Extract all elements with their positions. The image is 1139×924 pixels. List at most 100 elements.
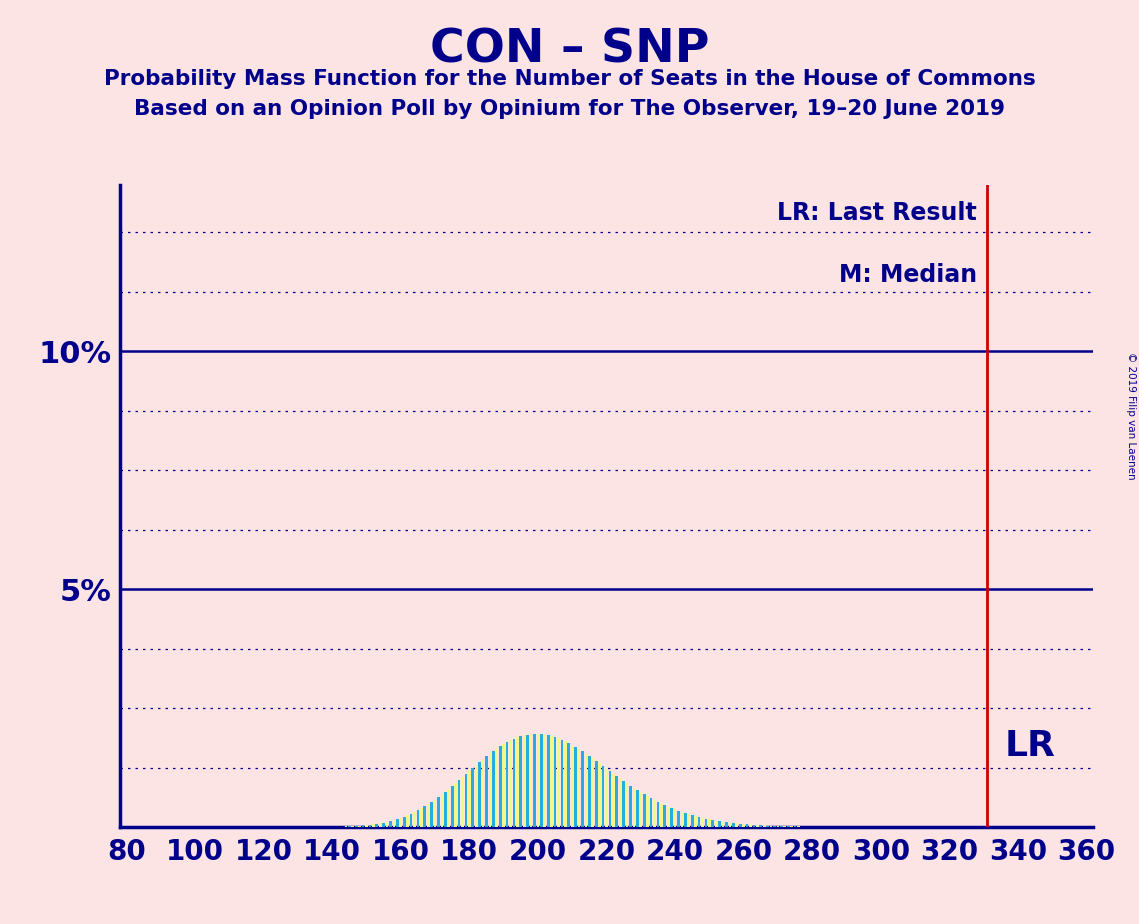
Bar [629,785,632,827]
Bar [739,824,741,827]
Bar [753,825,755,827]
Text: LR: LR [1005,729,1055,763]
Bar [598,763,601,827]
Bar [564,741,567,827]
Bar [722,821,724,827]
Bar [458,780,460,827]
Bar [625,784,629,827]
Bar [770,826,772,827]
Text: Based on an Opinion Poll by Opinium for The Observer, 19–20 June 2019: Based on an Opinion Poll by Opinium for … [134,99,1005,119]
Bar [362,825,364,827]
Bar [612,773,615,827]
Bar [461,777,464,827]
Bar [567,743,571,827]
Bar [642,795,646,827]
Bar [390,821,392,827]
Bar [698,817,700,827]
Bar [427,804,429,827]
Bar [685,813,687,827]
Bar [502,744,505,827]
Bar [618,779,622,827]
Bar [547,736,550,827]
Bar [495,748,498,827]
Bar [369,825,371,827]
Bar [581,751,584,827]
Bar [670,808,673,827]
Bar [550,736,554,827]
Bar [622,781,625,827]
Bar [777,826,779,827]
Bar [715,821,718,827]
Bar [526,735,528,827]
Bar [760,825,762,827]
Bar [543,735,547,827]
Bar [540,734,543,827]
Bar [482,759,484,827]
Bar [574,747,577,827]
Bar [366,825,368,827]
Bar [485,756,487,827]
Bar [608,771,612,827]
Bar [359,826,361,827]
Bar [560,740,564,827]
Bar [663,805,666,827]
Bar [454,783,457,827]
Bar [763,825,765,827]
Bar [393,821,395,827]
Bar [773,826,776,827]
Bar [632,788,636,827]
Bar [478,761,481,827]
Bar [519,736,522,827]
Bar [595,760,598,827]
Bar [465,774,467,827]
Bar [653,800,656,827]
Bar [726,822,728,827]
Bar [523,736,525,827]
Bar [743,824,745,827]
Bar [708,820,711,827]
Bar [499,746,501,827]
Bar [636,790,639,827]
Bar [372,824,375,827]
Bar [605,769,608,827]
Bar [410,814,412,827]
Bar [434,799,436,827]
Bar [681,812,683,827]
Bar [376,824,378,827]
Bar [355,826,358,827]
Bar [407,815,409,827]
Bar [431,802,433,827]
Bar [666,807,670,827]
Bar [719,821,721,827]
Bar [646,796,649,827]
Bar [601,766,605,827]
Bar [437,797,440,827]
Bar [383,822,385,827]
Bar [736,823,738,827]
Bar [513,738,515,827]
Bar [656,802,659,827]
Text: M: Median: M: Median [838,263,977,287]
Bar [591,759,595,827]
Bar [386,821,388,827]
Bar [702,818,704,827]
Bar [506,742,508,827]
Bar [746,824,748,827]
Bar [705,819,707,827]
Bar [554,737,557,827]
Bar [379,823,382,827]
Bar [767,826,769,827]
Bar [584,754,588,827]
Bar [557,738,560,827]
Bar [749,824,752,827]
Bar [509,740,511,827]
Bar [712,820,714,827]
Bar [403,817,405,827]
Bar [729,822,731,827]
Bar [413,812,416,827]
Bar [424,807,426,827]
Bar [468,771,470,827]
Text: CON – SNP: CON – SNP [429,28,710,73]
Bar [691,815,694,827]
Bar [756,825,759,827]
